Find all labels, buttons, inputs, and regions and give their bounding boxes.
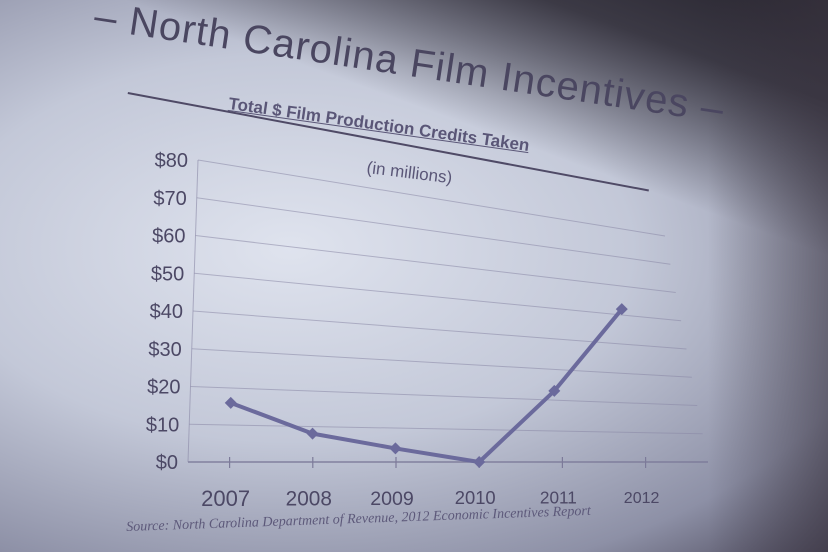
- data-point: [473, 456, 486, 468]
- gridline: [192, 310, 687, 350]
- x-tick-label: 2010: [455, 487, 496, 508]
- gridline: [197, 159, 666, 237]
- y-tick-label: $40: [150, 301, 183, 323]
- y-tick-label: $10: [146, 414, 179, 436]
- y-tick-label: $60: [152, 226, 185, 248]
- data-point: [548, 384, 561, 397]
- y-tick-label: $80: [155, 150, 188, 172]
- y-axis-line: [187, 159, 199, 463]
- data-point: [389, 442, 402, 455]
- gridline: [195, 235, 676, 293]
- data-point: [224, 396, 237, 409]
- y-tick-label: $50: [151, 263, 184, 285]
- gridline: [194, 272, 682, 322]
- x-tick-label: 2011: [540, 488, 577, 508]
- y-tick-label: $0: [156, 452, 178, 474]
- gridline: [196, 197, 671, 265]
- x-tick-label: 2008: [286, 487, 332, 510]
- x-tick-label: 2012: [624, 490, 660, 507]
- y-tick-label: $20: [147, 377, 180, 399]
- gridline: [190, 386, 698, 406]
- series-line: [230, 307, 624, 464]
- y-tick-label: $30: [148, 339, 181, 361]
- x-tick-label: 2007: [201, 486, 250, 511]
- data-point: [306, 427, 319, 440]
- y-tick-label: $70: [153, 188, 186, 210]
- data-point: [615, 303, 628, 316]
- x-tick-label: 2009: [370, 488, 414, 510]
- gridline: [191, 348, 692, 378]
- gridline: [189, 423, 703, 435]
